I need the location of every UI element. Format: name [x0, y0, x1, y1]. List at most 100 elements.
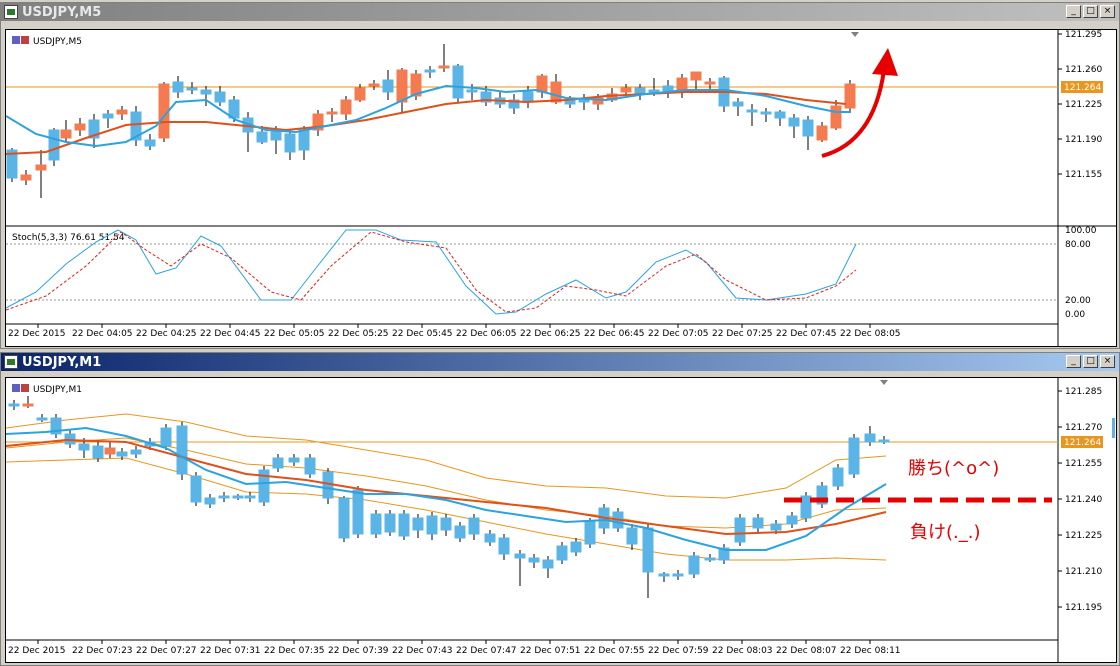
time-tick-label: 22 Dec 07:45	[776, 329, 837, 339]
candle-body	[788, 117, 800, 127]
price-tick-label: 121.260	[1065, 65, 1102, 75]
price-tick-label: 121.155	[1065, 170, 1102, 180]
candle-body	[642, 527, 654, 573]
minimize-button[interactable]: _	[1066, 355, 1081, 368]
candle-body	[172, 81, 184, 93]
candle-body	[288, 457, 300, 463]
time-tick-label: 22 Dec 06:25	[520, 329, 581, 339]
restore-button[interactable]: □	[1083, 5, 1098, 18]
time-tick-label: 22 Dec 2015	[8, 329, 66, 339]
chart-window-m1[interactable]: USDJPY,M1 _ □ × USDJPY,M1 121.285 121.270 1…	[0, 352, 1120, 666]
time-tick-label: 22 Dec 08:05	[840, 329, 901, 339]
candle-body	[816, 125, 828, 141]
current-price-label: 121.264	[1064, 83, 1101, 93]
chart-shift-marker	[880, 380, 888, 385]
candle-body	[204, 497, 216, 505]
chart-period-icon	[21, 36, 29, 44]
stoch-main-line	[6, 229, 857, 315]
moving-average-fast	[6, 426, 887, 551]
candle-body	[92, 445, 104, 459]
candle-body	[704, 81, 716, 85]
candle-body	[690, 71, 702, 81]
candle-body	[550, 81, 562, 103]
chart-canvas-m1[interactable]: USDJPY,M1 121.285 121.270 121.255 121.240 121…	[6, 378, 1116, 662]
stoch-tick-label: 20.00	[1065, 296, 1091, 306]
candle-body	[410, 73, 422, 97]
time-tick-label: 22 Dec 05:45	[392, 329, 453, 339]
candle-body	[570, 541, 582, 553]
candle-body	[536, 75, 548, 93]
candle-body	[634, 87, 646, 95]
candle-body	[48, 129, 60, 161]
candle-body	[130, 449, 142, 455]
chart-canvas-m5[interactable]: USDJPY,M5 121.295 121.260 121.225 121.190 121…	[6, 30, 1116, 346]
time-tick-label: 22 Dec 06:05	[456, 329, 517, 339]
restore-button[interactable]: □	[1083, 355, 1098, 368]
candle-body	[746, 109, 758, 113]
candle-body	[438, 65, 450, 69]
candle-body	[626, 527, 638, 545]
candle-body	[60, 129, 72, 139]
candle-body	[338, 497, 350, 539]
candle-body	[160, 427, 172, 447]
time-tick-label: 22 Dec 08:07	[776, 646, 837, 656]
time-tick-label: 22 Dec 07:25	[712, 329, 773, 339]
price-tick-label: 121.210	[1065, 567, 1102, 577]
candle-body	[832, 467, 844, 487]
time-tick-label: 22 Dec 07:47	[456, 646, 517, 656]
price-tick-label: 121.190	[1065, 135, 1102, 145]
candle-body	[774, 111, 786, 119]
chart-label: USDJPY,M5	[33, 37, 82, 47]
candle-body	[620, 87, 632, 93]
candle-body	[786, 515, 798, 525]
chart-area-m1[interactable]: USDJPY,M1 121.285 121.270 121.255 121.240 121…	[5, 377, 1117, 663]
moving-average-slow	[6, 91, 847, 155]
candle-body	[116, 109, 128, 115]
trend-arrow	[821, 69, 886, 158]
candle-body	[352, 489, 364, 535]
close-button[interactable]: ×	[1100, 355, 1115, 368]
candle-body	[200, 89, 212, 95]
candle-body	[50, 417, 62, 435]
candle-body	[816, 485, 828, 505]
time-tick-label: 22 Dec 04:05	[72, 329, 133, 339]
chart-window-m5[interactable]: USDJPY,M5 _ □ × USDJPY,M5 121.295 121.260 1…	[0, 2, 1120, 349]
candle-body	[452, 65, 464, 99]
candle-body	[218, 495, 230, 499]
current-price-tag	[1061, 81, 1103, 93]
candle-body	[508, 99, 520, 109]
window-titlebar[interactable]: USDJPY,M5 _ □ ×	[1, 3, 1119, 21]
stoch-label: Stoch(5,3,3) 76.61 51.54	[12, 233, 125, 243]
scroll-indicator	[1112, 418, 1115, 438]
price-tick-label: 121.195	[1065, 603, 1102, 613]
chart-area-m5[interactable]: USDJPY,M5 121.295 121.260 121.225 121.190 121…	[5, 29, 1117, 347]
time-tick-label: 22 Dec 07:59	[648, 646, 709, 656]
candle-body	[648, 89, 660, 93]
stoch-tick-label: 100.00	[1065, 226, 1097, 236]
candle-body	[468, 517, 480, 535]
moving-average-fast	[6, 84, 851, 148]
candle-body	[64, 433, 76, 445]
minimize-button[interactable]: _	[1066, 5, 1081, 18]
candle-body	[522, 91, 534, 103]
candle-body	[104, 447, 116, 455]
close-button[interactable]: ×	[1100, 5, 1115, 18]
time-tick-label: 22 Dec 04:25	[136, 329, 197, 339]
candle-body	[592, 97, 604, 105]
moving-average-slow	[6, 438, 887, 536]
candle-body	[584, 521, 596, 545]
candle-body	[578, 99, 590, 103]
candle-body	[368, 83, 380, 87]
time-tick-label: 22 Dec 07:39	[328, 646, 389, 656]
candle-body	[88, 119, 100, 139]
price-tick-label: 121.285	[1065, 387, 1102, 397]
candle-body	[480, 91, 492, 103]
arrow-head-icon	[872, 48, 898, 76]
candle-body	[144, 139, 156, 147]
window-titlebar[interactable]: USDJPY,M1 _ □ ×	[1, 353, 1119, 371]
price-tick-label: 121.255	[1065, 459, 1102, 469]
candle-body	[272, 457, 284, 469]
chart-period-icon	[21, 384, 29, 392]
candle-body	[244, 495, 256, 499]
chart-window-icon	[4, 5, 18, 19]
